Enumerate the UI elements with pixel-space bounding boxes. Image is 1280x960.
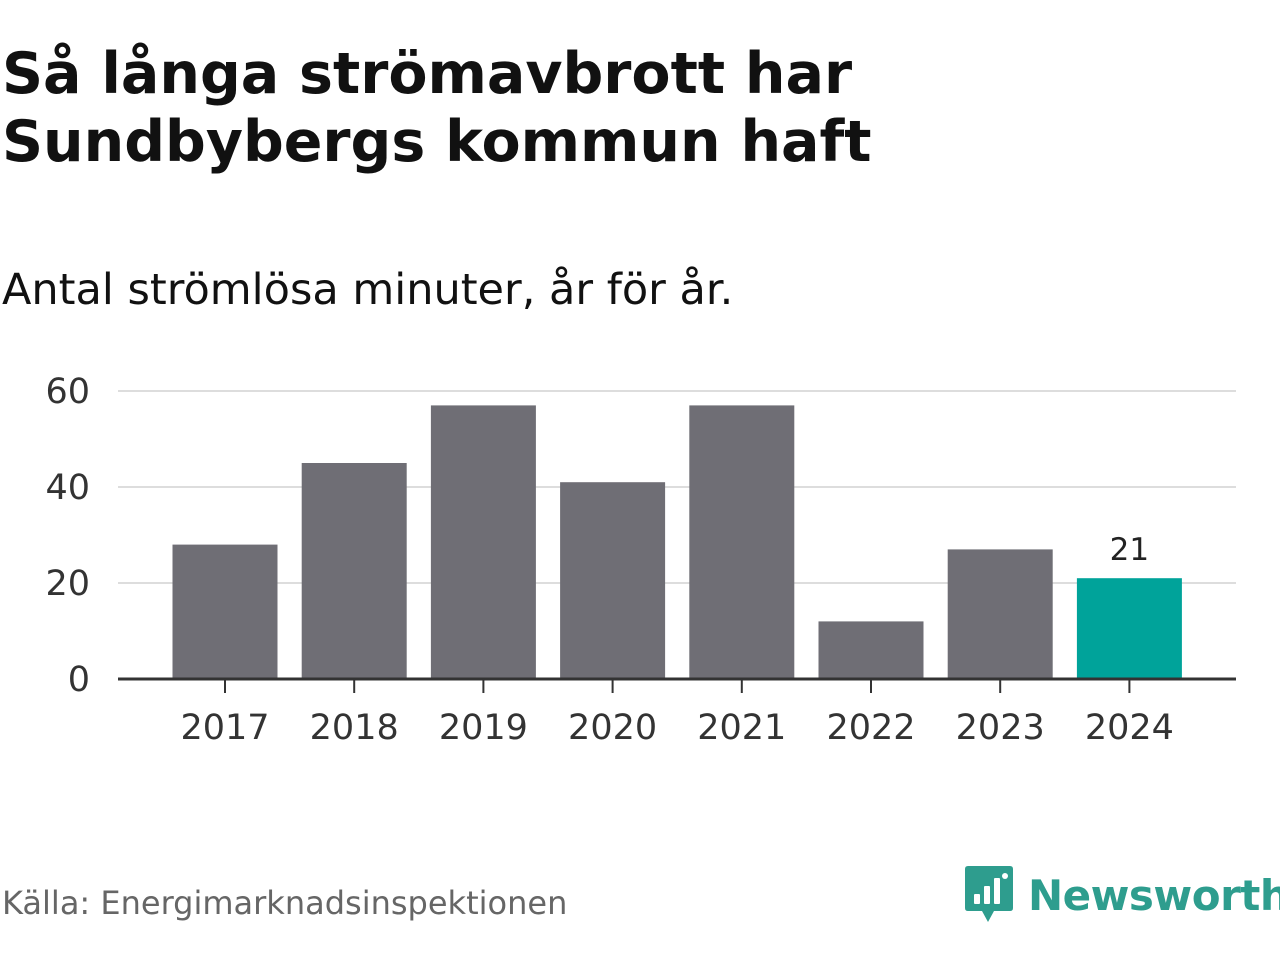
source-note: Källa: Energimarknadsinspektionen: [2, 884, 568, 922]
bar-2023: [947, 549, 1053, 679]
brand-name: Newsworthy: [1028, 870, 1280, 920]
y-tick-label: 0: [68, 660, 90, 700]
x-tick-label: 2020: [568, 708, 657, 748]
x-axis-ticks: 2017 2018 2019 2020 2021 2022 2023 2024: [180, 679, 1174, 748]
x-tick-label: 2019: [439, 708, 528, 748]
chart-subtitle: Antal strömlösa minuter, år för år.: [2, 265, 734, 315]
bar-2019: [430, 405, 536, 679]
y-tick-label: 20: [45, 564, 90, 604]
y-tick-label: 40: [45, 468, 90, 508]
bar-2021: [689, 405, 795, 679]
data-label: 21: [1110, 532, 1149, 568]
x-tick-label: 2017: [180, 708, 269, 748]
bar-2017: [172, 544, 278, 679]
brand-logo: Newsworthy: [964, 862, 1280, 928]
x-tick-label: 2023: [956, 708, 1045, 748]
x-tick-label: 2022: [826, 708, 915, 748]
bar-2024: [1076, 578, 1182, 679]
y-axis-ticks: 0 20 40 60: [45, 372, 90, 700]
bars: [172, 405, 1182, 679]
x-tick-label: 2021: [697, 708, 786, 748]
y-tick-label: 60: [45, 372, 90, 412]
x-tick-label: 2018: [310, 708, 399, 748]
chart-title: Så långa strömavbrott har Sundbybergs ko…: [2, 41, 872, 175]
bar-2018: [301, 463, 407, 679]
x-tick-label: 2024: [1085, 708, 1174, 748]
newsworthy-logo-icon: [965, 866, 1013, 922]
gridlines: [118, 390, 1236, 584]
bar-2022: [818, 621, 924, 679]
bar-2020: [560, 482, 666, 679]
data-labels: 21: [1110, 532, 1149, 568]
